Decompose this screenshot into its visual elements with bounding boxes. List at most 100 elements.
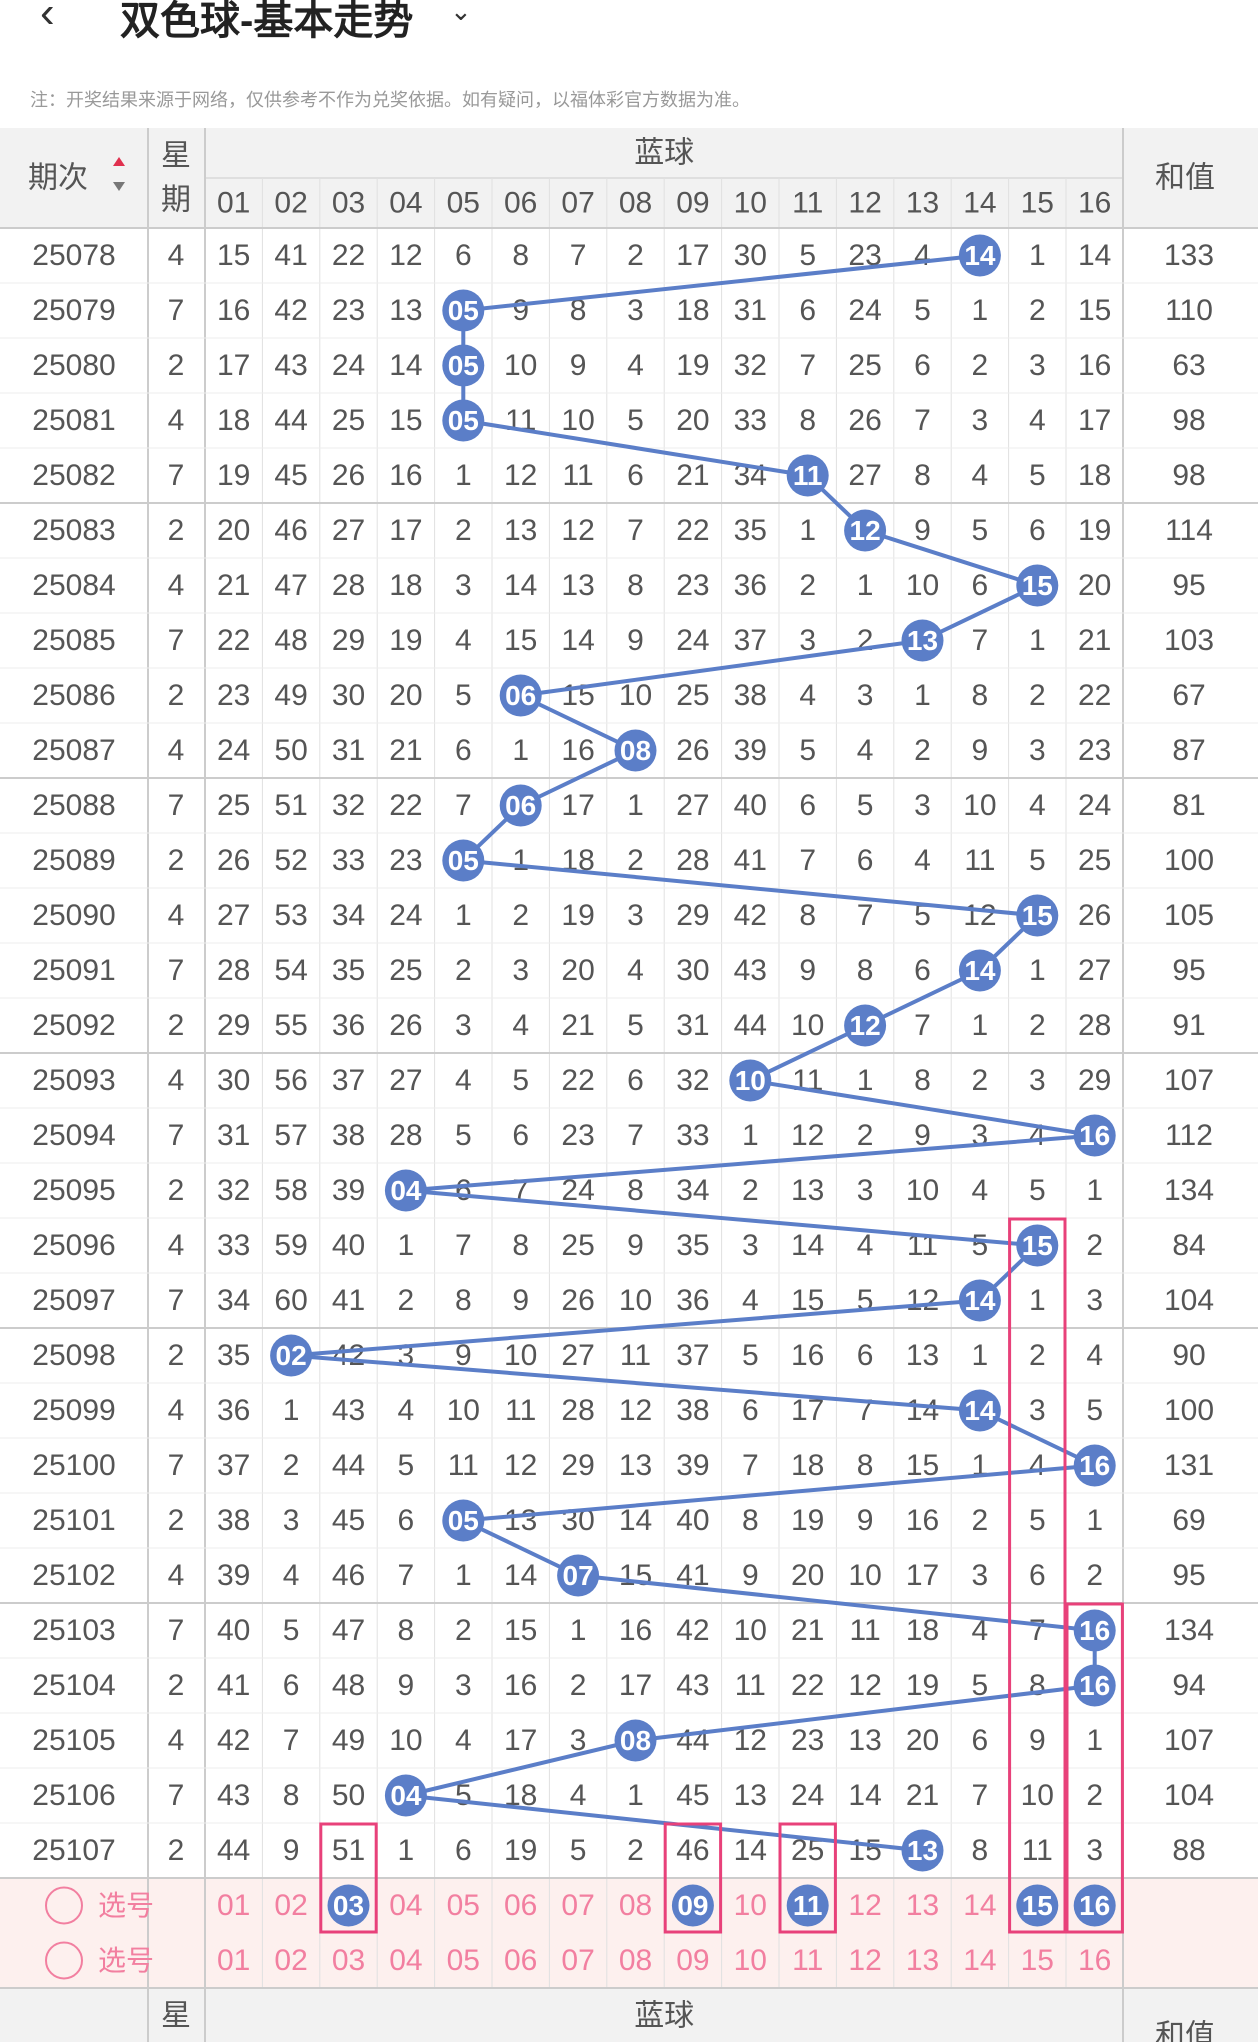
hit-ball: 04 [384,1774,427,1817]
selected-ball[interactable] [327,1884,370,1927]
blue-cell: 51 [332,1834,365,1867]
blue-cell: 9 [972,734,989,767]
blue-cell: 2 [1029,1009,1046,1042]
selected-ball[interactable] [671,1884,714,1927]
blue-cell: 3 [283,1504,300,1537]
blue-cell: 19 [504,1834,537,1867]
select-number: 10 [734,1944,767,1977]
blue-cell: 16 [504,1669,537,1702]
blue-cell: 23 [217,679,250,712]
blue-cell: 48 [332,1669,365,1702]
blue-cell: 1 [283,1394,300,1427]
blue-cell: 6 [742,1394,759,1427]
blue-cell: 4 [1029,789,1046,822]
blue-cell: 9 [627,624,644,657]
select-number: 06 [504,1944,537,1977]
blue-cell: 10 [963,789,996,822]
table-row: 25098 2 35 42 3 9 10 27 11 37 5 16 6 13 1 2 4 90 [32,1339,1205,1372]
table-row: 25083 2 20 46 27 17 2 13 12 7 22 35 1 9 5 6 19 114 [32,514,1213,547]
blue-cell: 4 [283,1559,300,1592]
blue-cell: 13 [734,1779,767,1812]
footer-header-bg [0,1988,1258,2042]
selected-ball[interactable] [786,1884,829,1927]
blue-cell: 9 [1029,1724,1046,1757]
blue-cell: 3 [972,404,989,437]
blue-cell: 12 [504,1449,537,1482]
hit-ball-number: 02 [276,1340,307,1371]
blue-cell: 2 [455,954,472,987]
blue-cell: 15 [504,624,537,657]
blue-cell: 10 [619,1284,652,1317]
blue-cell: 53 [274,899,307,932]
blue-cell: 38 [676,1394,709,1427]
blue-cell: 14 [734,1834,767,1867]
hit-ball-number: 14 [964,955,996,986]
select-radio-icon[interactable] [45,1941,83,1980]
select-radio-icon[interactable] [45,1886,83,1925]
blue-cell: 14 [561,624,594,657]
blue-cell: 5 [914,899,931,932]
table-row: 25103 7 40 5 47 8 2 15 1 16 42 10 21 11 18 4 7 134 [32,1614,1214,1647]
blue-cell: 2 [627,844,644,877]
blue-cell: 11 [563,459,594,492]
blue-cell: 20 [217,514,250,547]
blue-cell: 9 [914,1119,931,1152]
blue-cell: 31 [332,734,365,767]
blue-cell: 7 [799,349,816,382]
chevron-left-icon[interactable]: ‹ [40,0,55,37]
blue-cell: 42 [332,1339,365,1372]
period-cell: 25107 [32,1834,115,1867]
period-cell: 25093 [32,1064,115,1097]
sort-down-icon[interactable] [113,182,125,191]
blue-cell: 24 [791,1779,824,1812]
blue-cell: 6 [972,569,989,602]
period-cell: 25104 [32,1669,115,1702]
table-row: 25087 4 24 50 31 21 6 1 16 26 39 5 4 2 9 3 23 87 [32,734,1205,767]
select-row[interactable]: 选号 01 02 03 04 05 06 07 08 09 10 11 12 13 14 15 16 [45,1941,1111,1980]
week-cell: 4 [168,1724,185,1757]
blue-cell: 4 [857,734,874,767]
period-cell: 25105 [32,1724,115,1757]
select-row[interactable]: 选号 01 02 03 04 05 06 07 08 09 10 11 12 13 14 15 16 [45,1884,1116,1927]
blue-col-header: 01 [217,187,250,220]
blue-cell: 42 [734,899,767,932]
blue-cell: 2 [455,1614,472,1647]
hit-ball: 14 [958,1389,1001,1432]
blue-cell: 39 [332,1174,365,1207]
hit-ball: 16 [1073,1114,1116,1157]
hit-ball: 15 [1016,1224,1059,1267]
blue-col-header: 07 [561,187,594,220]
week-cell: 7 [168,459,185,492]
blue-cell: 2 [1086,1559,1103,1592]
blue-cell: 56 [274,1064,307,1097]
blue-cell: 33 [332,844,365,877]
blue-cell: 3 [455,1009,472,1042]
blue-cell: 7 [799,844,816,877]
blue-cell: 28 [1078,1009,1111,1042]
blue-cell: 18 [791,1449,824,1482]
blue-cell: 11 [505,1394,536,1427]
selected-ball-number: 16 [1079,1890,1110,1921]
blue-cell: 9 [627,1229,644,1262]
blue-cell: 27 [848,459,881,492]
blue-cell: 15 [389,404,422,437]
blue-cell: 50 [332,1779,365,1812]
blue-cell: 14 [848,1779,881,1812]
blue-cell: 19 [791,1504,824,1537]
table-row: 25086 2 23 49 30 20 5 15 10 25 38 4 3 1 8 2 22 67 [32,679,1205,712]
blue-cell: 10 [504,1339,537,1372]
hit-ball-number: 13 [907,1835,938,1866]
blue-cell: 21 [561,1009,594,1042]
hit-ball-number: 11 [793,460,823,491]
selected-ball[interactable] [1073,1884,1116,1927]
blue-cell: 3 [1029,1064,1046,1097]
blue-col-header: 16 [1078,187,1111,220]
selected-ball[interactable] [1016,1884,1059,1927]
hit-ball: 13 [901,1829,944,1872]
blue-cell: 6 [627,1064,644,1097]
blue-cell: 2 [1086,1779,1103,1812]
select-number: 07 [561,1944,594,1977]
chevron-down-icon[interactable]: ⌄ [450,0,472,26]
blue-cell: 24 [848,294,881,327]
sort-up-icon[interactable] [113,157,125,166]
